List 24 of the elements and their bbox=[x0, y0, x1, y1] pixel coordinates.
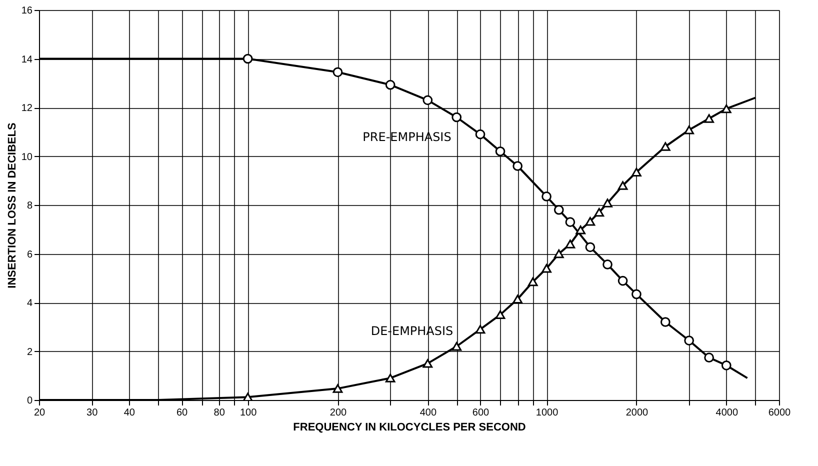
y-tick-label: 14 bbox=[21, 54, 33, 66]
x-tick-label: 600 bbox=[472, 408, 490, 418]
x-tick-label: 30 bbox=[86, 408, 98, 418]
x-tick-label: 6000 bbox=[768, 408, 792, 418]
y-tick-label: 4 bbox=[26, 298, 33, 309]
x-tick-label: 40 bbox=[124, 408, 136, 418]
y-tick-label: 6 bbox=[26, 249, 33, 260]
y-tick-label: 10 bbox=[21, 152, 33, 163]
x-tick-label: 2000 bbox=[626, 408, 649, 418]
x-tick-label: 80 bbox=[214, 408, 226, 418]
y-axis-title: INSERTION LOSS IN DECIBELS bbox=[6, 122, 18, 288]
x-tick-label: 100 bbox=[240, 408, 258, 418]
x-tick-label: 200 bbox=[330, 408, 348, 418]
x-tick-label: 1000 bbox=[536, 408, 559, 418]
y-tick-label: 12 bbox=[21, 103, 33, 114]
x-tick-label: 60 bbox=[176, 408, 188, 418]
y-tick-label: 16 bbox=[21, 6, 33, 16]
y-tick-label: 8 bbox=[26, 200, 33, 212]
x-tick-label: 4000 bbox=[716, 408, 738, 418]
x-axis-title: FREQUENCY IN KILOCYCLES PER SECOND bbox=[293, 422, 526, 434]
y-tick-label: 2 bbox=[26, 346, 33, 358]
y-tick-label: 0 bbox=[26, 396, 33, 406]
x-tick-label: 20 bbox=[34, 408, 46, 418]
x-tick-label: 400 bbox=[420, 408, 437, 418]
